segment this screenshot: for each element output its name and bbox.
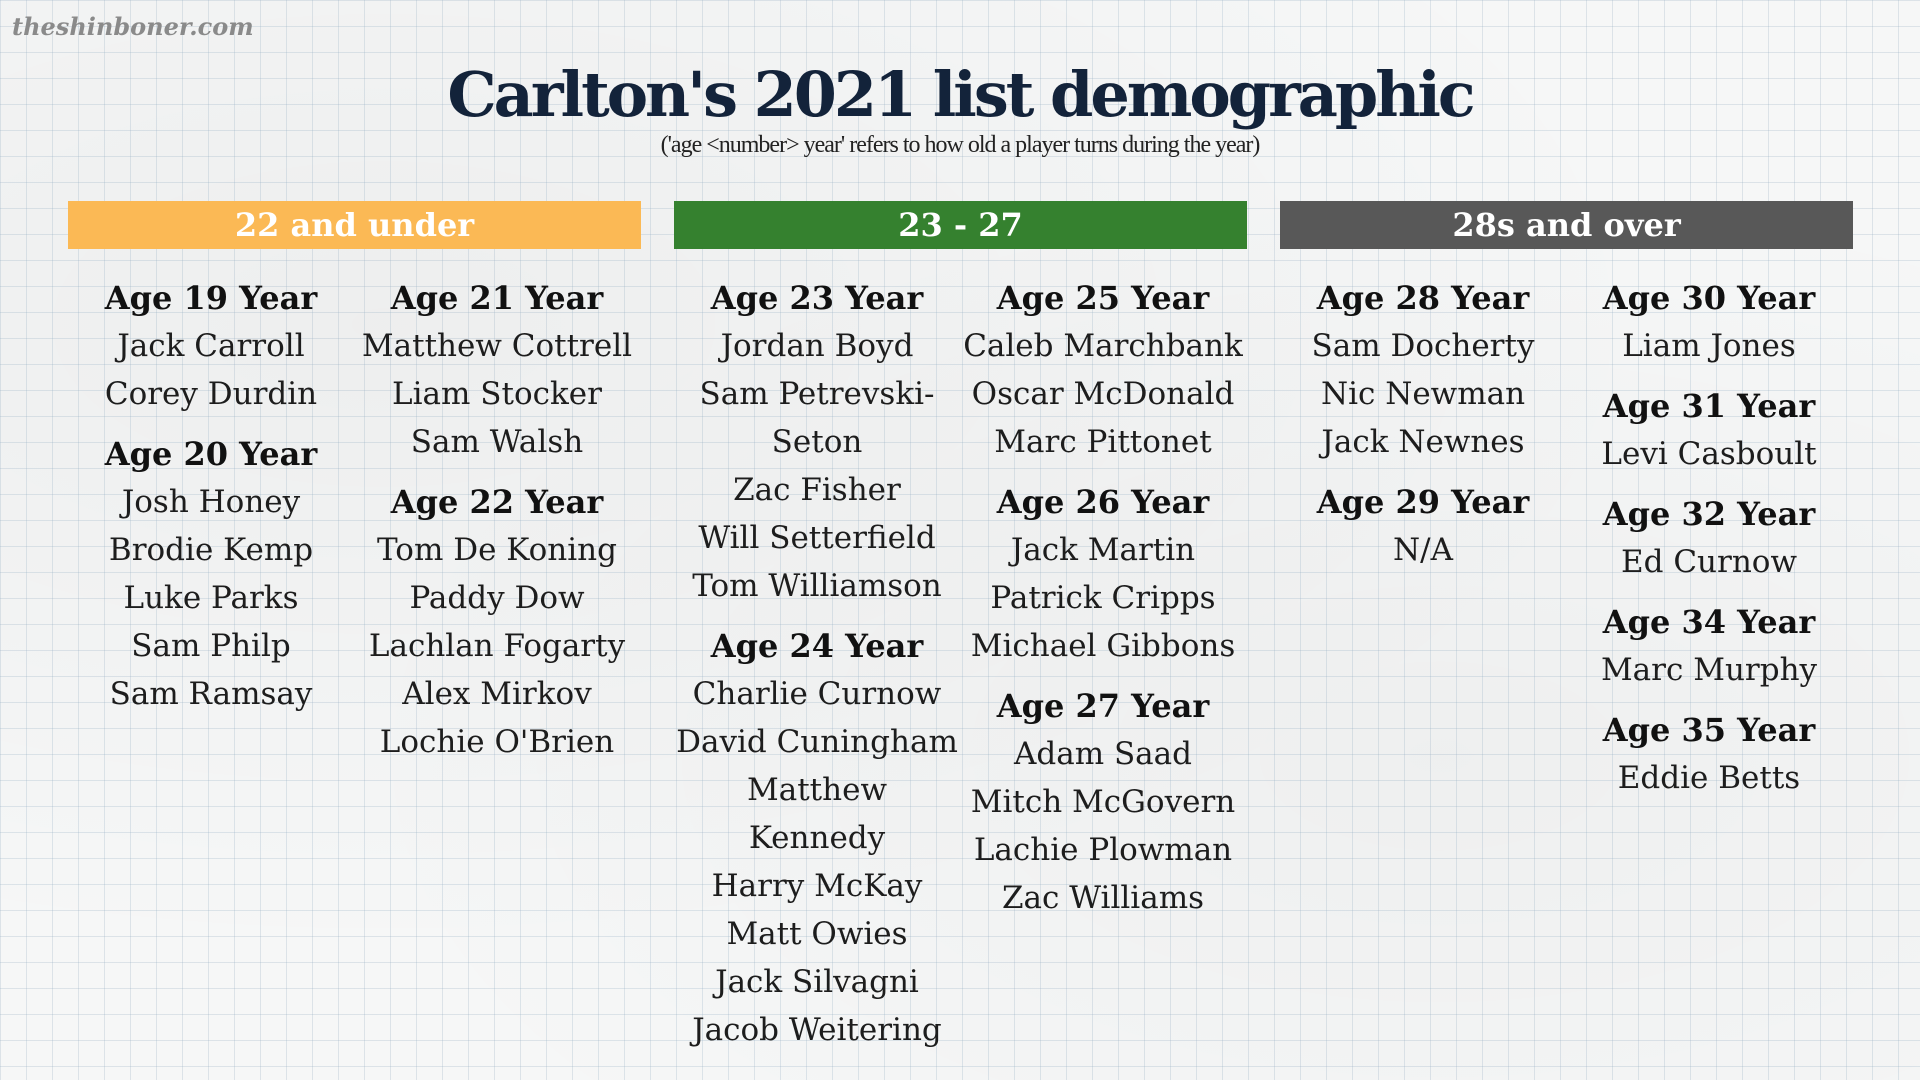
player-name: Oscar McDonald (971, 376, 1235, 412)
player-name: Harry McKay (711, 868, 923, 904)
player-name: Liam Stocker (392, 376, 602, 412)
age-heading: Age 26 Year (996, 483, 1210, 521)
age-column: Age 30 Year Liam Jones Age 31 Year Levi Cas… (1566, 274, 1852, 802)
age-heading: Age 30 Year (1602, 279, 1816, 317)
page-subtitle: ('age <number> year' refers to how old a… (660, 132, 1261, 158)
page-title: Carlton's 2021 list demographic (447, 58, 1475, 131)
player-name: Paddy Dow (409, 580, 585, 616)
player-name: Matthew Kennedy (747, 772, 887, 856)
group-header-22-and-under: 22 and under (68, 201, 641, 249)
player-name: Sam Walsh (410, 424, 584, 460)
age-block: Age 30 Year Liam Jones (1566, 274, 1852, 370)
age-block: Age 32 Year Ed Curnow (1566, 490, 1852, 586)
age-heading: Age 28 Year (1316, 279, 1530, 317)
age-heading: Age 25 Year (996, 279, 1210, 317)
age-column: Age 21 Year Matthew Cottrell Liam Stocker S… (354, 274, 640, 766)
player-name: Luke Parks (123, 580, 299, 616)
player-name: Josh Honey (121, 484, 301, 520)
player-name: Jack Newnes (1321, 424, 1525, 460)
player-name: Tom De Koning (377, 532, 617, 568)
player-name: Zac Williams (1002, 880, 1204, 916)
player-name: Jack Silvagni (715, 964, 919, 1000)
group-23-27: 23 - 27 Age 23 Year Jordan Boyd Sam Petrev… (674, 201, 1247, 1054)
player-name: Caleb Marchbank (963, 328, 1243, 364)
watermark: theshinboner.com (12, 12, 254, 41)
player-name: Will Setterfield (698, 520, 936, 556)
player-name: Sam Ramsay (109, 676, 313, 712)
age-block: Age 27 Year Adam Saad Mitch McGovern Lachie… (960, 682, 1246, 922)
age-block: Age 24 Year Charlie Curnow David Cuningham… (674, 622, 960, 1054)
player-name: Adam Saad (1013, 736, 1192, 772)
player-name: David Cuningham (676, 724, 958, 760)
player-name: Charlie Curnow (692, 676, 942, 712)
player-name: Jordan Boyd (720, 328, 914, 364)
age-heading: Age 27 Year (996, 687, 1210, 725)
age-heading: Age 31 Year (1602, 387, 1816, 425)
player-name: Alex Mirkov (402, 676, 592, 712)
player-name: Tom Williamson (692, 568, 942, 604)
age-block: Age 28 Year Sam Docherty Nic Newman Jack Ne… (1280, 274, 1566, 466)
age-block: Age 23 Year Jordan Boyd Sam Petrevski- Seto… (674, 274, 960, 610)
player-name: Jack Martin (1010, 532, 1196, 568)
player-name: Eddie Betts (1617, 760, 1801, 796)
group-22-and-under: 22 and under Age 19 Year Jack Carroll Core… (68, 201, 641, 766)
age-column: Age 23 Year Jordan Boyd Sam Petrevski- Seto… (674, 274, 960, 1054)
age-heading: Age 20 Year (104, 435, 318, 473)
player-name: N/A (1393, 532, 1453, 568)
player-name: Lachlan Fogarty (368, 628, 626, 664)
age-heading: Age 35 Year (1602, 711, 1816, 749)
age-heading: Age 22 Year (390, 483, 604, 521)
group-28s-and-over: 28s and over Age 28 Year Sam Docherty Nic … (1280, 201, 1853, 802)
player-name: Nic Newman (1320, 376, 1526, 412)
player-name: Brodie Kemp (108, 532, 314, 568)
age-block: Age 34 Year Marc Murphy (1566, 598, 1852, 694)
age-heading: Age 24 Year (710, 627, 924, 665)
age-column: Age 28 Year Sam Docherty Nic Newman Jack Ne… (1280, 274, 1566, 802)
player-name: Sam Docherty (1311, 328, 1535, 364)
age-block: Age 25 Year Caleb Marchbank Oscar McDonald… (960, 274, 1246, 466)
player-name: Jacob Weitering (692, 1012, 942, 1048)
age-block: Age 19 Year Jack Carroll Corey Durdin (68, 274, 354, 418)
group-header-23-27: 23 - 27 (674, 201, 1247, 249)
player-name: Matthew Cottrell (361, 328, 633, 364)
age-block: Age 35 Year Eddie Betts (1566, 706, 1852, 802)
player-name: Corey Durdin (104, 376, 318, 412)
player-name: Ed Curnow (1621, 544, 1797, 580)
age-heading: Age 19 Year (104, 279, 318, 317)
player-name: Zac Fisher (733, 472, 901, 508)
age-column: Age 19 Year Jack Carroll Corey Durdin Age 2… (68, 274, 354, 766)
player-name: Michael Gibbons (970, 628, 1236, 664)
age-heading: Age 21 Year (390, 279, 604, 317)
player-name: Marc Pittonet (994, 424, 1212, 460)
player-name: Marc Murphy (1600, 652, 1818, 688)
player-name: Lochie O'Brien (379, 724, 615, 760)
age-heading: Age 29 Year (1316, 483, 1530, 521)
age-heading: Age 34 Year (1602, 603, 1816, 641)
age-column: Age 25 Year Caleb Marchbank Oscar McDonald… (960, 274, 1246, 1054)
player-name: Sam Philp (131, 628, 291, 664)
player-name: Lachie Plowman (973, 832, 1233, 868)
age-block: Age 21 Year Matthew Cottrell Liam Stocker S… (354, 274, 640, 466)
player-name: Mitch McGovern (970, 784, 1236, 820)
player-name: Patrick Cripps (990, 580, 1216, 616)
age-block: Age 20 Year Josh Honey Brodie Kemp Luke Par… (68, 430, 354, 718)
player-name: Matt Owies (726, 916, 908, 952)
age-block: Age 29 Year N/A (1280, 478, 1566, 574)
age-heading: Age 23 Year (710, 279, 924, 317)
age-heading: Age 32 Year (1602, 495, 1816, 533)
age-block: Age 31 Year Levi Casboult (1566, 382, 1852, 478)
player-name: Levi Casboult (1601, 436, 1817, 472)
player-name: Sam Petrevski- (699, 376, 935, 412)
group-header-28s-and-over: 28s and over (1280, 201, 1853, 249)
age-block: Age 22 Year Tom De Koning Paddy Dow Lachlan… (354, 478, 640, 766)
player-name: Seton (771, 424, 863, 460)
age-block: Age 26 Year Jack Martin Patrick Cripps Mich… (960, 478, 1246, 670)
player-name: Liam Jones (1622, 328, 1796, 364)
player-name: Jack Carroll (117, 328, 305, 364)
